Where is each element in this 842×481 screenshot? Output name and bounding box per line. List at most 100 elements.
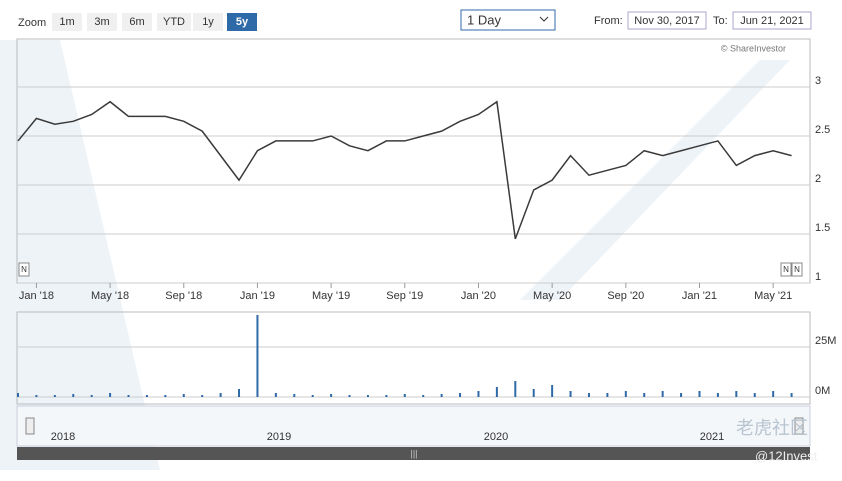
backdrop: [0, 40, 160, 470]
zoom-button[interactable]: [52, 13, 82, 31]
volume-bar: [274, 393, 277, 397]
nav-year: 2019: [267, 431, 291, 443]
x-tick-label: Jan '18: [19, 290, 54, 302]
volume-bar: [716, 393, 719, 397]
volume-bar: [495, 387, 498, 397]
zoom-button[interactable]: [122, 13, 152, 31]
volume-bar: [127, 395, 130, 397]
nav-year: 2021: [700, 431, 724, 443]
zoom-button-label[interactable]: 3m: [94, 16, 109, 28]
zoom-button[interactable]: [87, 13, 117, 31]
flag[interactable]: [18, 262, 30, 277]
flag[interactable]: [780, 262, 792, 277]
volume-bar: [17, 393, 19, 397]
scrollbar[interactable]: [17, 447, 810, 460]
x-tick-label: May '20: [533, 290, 571, 302]
volume-bar: [772, 391, 775, 397]
to-label: To:: [713, 15, 728, 27]
volume-bar: [164, 395, 167, 397]
volume-bar: [477, 391, 480, 397]
zoom-button[interactable]: [227, 13, 257, 31]
from-label: From:: [594, 15, 623, 27]
volume-bar: [459, 393, 462, 397]
zoom-button[interactable]: [193, 13, 223, 31]
volume-bar: [735, 391, 738, 397]
y-tick-label: 0M: [815, 385, 830, 397]
volume-bar: [182, 394, 185, 397]
zoom-label: Zoom: [18, 17, 46, 29]
x-tick-label: Sep '20: [607, 290, 644, 302]
volume-bar: [440, 394, 443, 397]
flag-label[interactable]: N: [794, 265, 800, 274]
x-tick-label: Jan '19: [240, 290, 275, 302]
volume-bar: [330, 394, 333, 397]
y-tick-label: 1.5: [815, 222, 830, 234]
x-tick-label: Sep '19: [386, 290, 423, 302]
flag-label[interactable]: N: [783, 265, 789, 274]
zoom-button-label[interactable]: 5y: [236, 16, 249, 28]
volume-bar: [35, 395, 38, 397]
volume-bar: [311, 395, 314, 397]
volume-bar: [753, 393, 756, 397]
flag-label[interactable]: N: [21, 265, 27, 274]
credit: © ShareInvestor: [721, 43, 786, 53]
y-tick-label: 3: [815, 75, 821, 87]
volume-bar: [643, 393, 646, 397]
nav-year: 2020: [484, 431, 508, 443]
nav-handle[interactable]: [25, 417, 35, 435]
backdrop: [520, 60, 790, 300]
volume-bar: [219, 393, 222, 397]
y-tick-label: 1: [815, 271, 821, 283]
volume-bar: [606, 393, 609, 397]
volume-bar: [256, 315, 259, 397]
watermark: @12Invest: [755, 448, 818, 463]
zoom-button-label[interactable]: YTD: [163, 16, 185, 28]
flag[interactable]: [791, 262, 803, 277]
zoom-button[interactable]: [157, 13, 191, 31]
volume-bar: [53, 395, 56, 397]
volume-bar: [551, 385, 554, 397]
zoom-button-label[interactable]: 1m: [59, 16, 74, 28]
volume-bar: [90, 395, 93, 397]
volume-frame: [16, 311, 811, 405]
volume-bar: [385, 395, 388, 397]
volume-bar: [661, 391, 664, 397]
volume-bar: [680, 393, 683, 397]
volume-bar: [293, 394, 296, 397]
volume-bar: [238, 389, 241, 397]
volume-bar: [72, 394, 75, 397]
to-date[interactable]: Jun 21, 2021: [740, 15, 804, 27]
from-input[interactable]: [627, 11, 707, 30]
nav-handle[interactable]: [794, 417, 804, 435]
volume-bar: [403, 394, 406, 397]
x-tick-label: May '19: [312, 290, 350, 302]
volume-bar: [348, 395, 351, 397]
interval-select[interactable]: [460, 9, 556, 31]
watermark: 老虎社区: [736, 418, 808, 438]
volume-bar: [366, 395, 369, 397]
x-tick-label: Sep '18: [165, 290, 202, 302]
volume-bar: [698, 391, 701, 397]
to-input[interactable]: [732, 11, 812, 30]
volume-bar: [201, 395, 204, 397]
volume-bar: [569, 391, 572, 397]
from-date[interactable]: Nov 30, 2017: [634, 15, 699, 27]
zoom-button-label[interactable]: 1y: [202, 16, 214, 28]
zoom-button-label[interactable]: 6m: [129, 16, 144, 28]
x-tick-label: May '18: [91, 290, 129, 302]
y-tick-label: 2: [815, 173, 821, 185]
scroll-grip: |||: [410, 448, 417, 458]
price-line: [17, 100, 792, 240]
x-tick-label: May '21: [754, 290, 792, 302]
y-tick-label: 25M: [815, 335, 836, 347]
volume-bar: [624, 391, 627, 397]
volume-bar: [514, 381, 517, 397]
interval[interactable]: 1 Day: [467, 12, 501, 27]
dropdown-arrow: [539, 16, 549, 22]
volume-bar: [790, 393, 793, 397]
x-tick-label: Jan '21: [682, 290, 717, 302]
volume-bar: [587, 393, 590, 397]
navigator[interactable]: [16, 405, 811, 447]
volume-bar: [532, 389, 535, 397]
